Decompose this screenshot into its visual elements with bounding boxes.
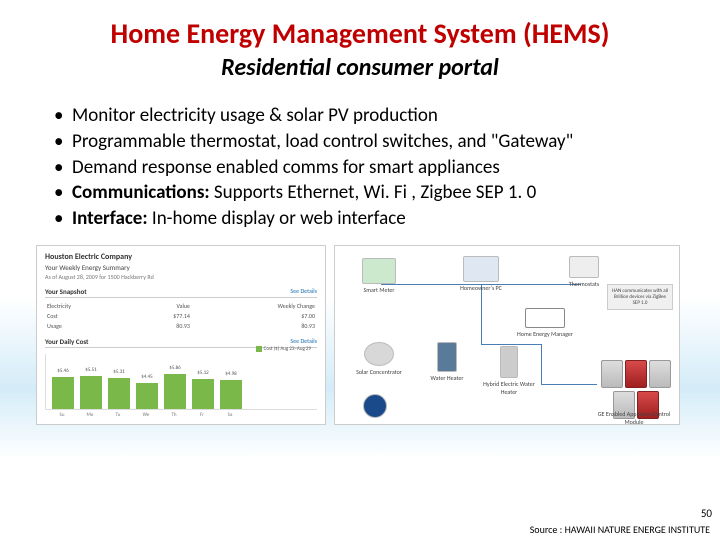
- snapshot-table: ElectricityValueWeekly Change Cost$77.14…: [45, 301, 317, 331]
- company-name: Houston Electric Company: [45, 252, 317, 262]
- summary-heading: Your Weekly Energy Summary: [45, 263, 317, 272]
- appliance-icon: [601, 360, 623, 388]
- chart-bar: $5.51: [80, 376, 102, 409]
- chart-bar: $4.45: [136, 383, 158, 409]
- bullet-item: Monitor electricity usage & solar PV pro…: [54, 104, 680, 128]
- slide-title: Home Energy Management System (HEMS): [0, 0, 720, 51]
- hems-diagram-panel: Smart Meter Homeowner's PC Thermostats H…: [334, 245, 680, 425]
- chart-bar: $5.86: [164, 374, 186, 409]
- bullet-item: Demand response enabled comms for smart …: [54, 156, 680, 180]
- han-note: HAN communicates with all Brillion devic…: [607, 284, 673, 310]
- figure-row: Houston Electric Company Your Weekly Ene…: [36, 245, 698, 425]
- device-solar: Solar Concentrator: [349, 342, 409, 376]
- device-hem: Home Energy Manager: [513, 308, 577, 338]
- device-water: Water Heater: [421, 342, 473, 382]
- daily-chart: Cost ($) Aug 23–Aug 29 $5.46$5.51$5.31$4…: [45, 354, 317, 410]
- device-smart-meter: Smart Meter: [349, 258, 409, 294]
- bullet-item: Communications: Supports Ethernet, Wi. F…: [54, 181, 680, 205]
- appliance-icon: [625, 360, 647, 388]
- bullet-item: Programmable thermostat, load control sw…: [54, 130, 680, 154]
- device-ge-logo: [345, 394, 405, 420]
- daily-link: See Details: [290, 337, 317, 346]
- page-number: 50: [701, 507, 712, 520]
- chart-bar: $5.12: [192, 379, 214, 409]
- energy-summary-panel: Houston Electric Company Your Weekly Ene…: [36, 245, 326, 425]
- source-attribution: Source : HAWAII NATURE ENERGE INSTITUTE: [530, 523, 710, 536]
- chart-bar: $5.46: [52, 377, 74, 409]
- snapshot-section: Your Snapshot See Details ElectricityVal…: [45, 287, 317, 331]
- summary-date: As of August 28, 2009 for 1500 Hackberry…: [45, 273, 317, 281]
- chart-bar: $5.31: [108, 378, 130, 409]
- device-pc: Homeowner's PC: [451, 256, 511, 292]
- snapshot-title: Your Snapshot: [45, 287, 87, 296]
- device-thermostat: Thermostats: [557, 256, 611, 288]
- slide-subtitle: Residential consumer portal: [0, 53, 720, 82]
- chart-bar: $4.98: [220, 380, 242, 409]
- bullet-list: Monitor electricity usage & solar PV pro…: [54, 104, 680, 231]
- appliance-icon: [649, 360, 671, 388]
- device-hybrid: Hybrid Electric Water Heater: [481, 346, 537, 396]
- appliance-label: GE Enabled Appliance Control Module: [593, 410, 675, 426]
- daily-title: Your Daily Cost: [45, 337, 88, 346]
- daily-section: Your Daily Cost See Details Cost ($) Aug…: [45, 337, 317, 418]
- chart-x-labels: SuMoTuWeThFrSa: [45, 412, 317, 418]
- chart-legend: Cost ($) Aug 23–Aug 29: [256, 346, 311, 352]
- bullet-item: Interface: In-home display or web interf…: [54, 207, 680, 231]
- snapshot-link: See Details: [290, 287, 317, 296]
